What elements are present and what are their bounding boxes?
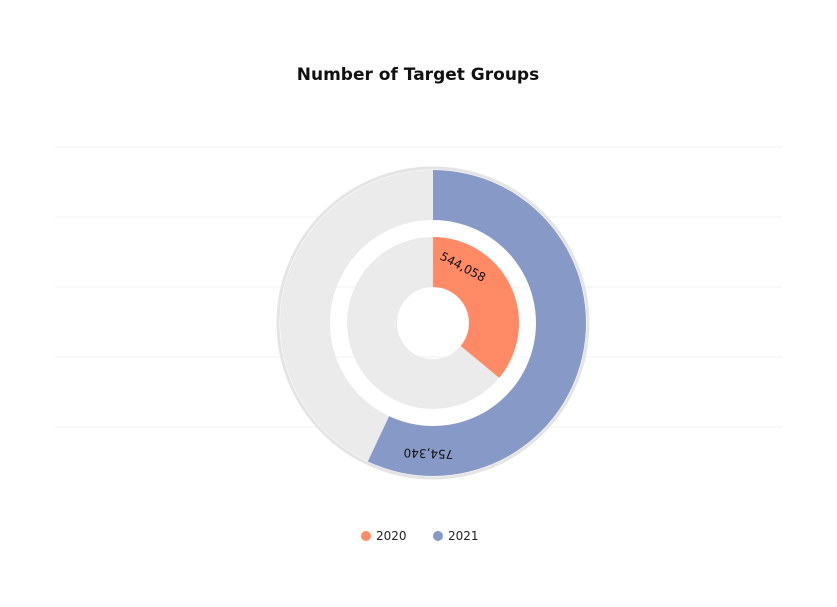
chart-title: Number of Target Groups <box>297 65 539 85</box>
legend-marker-2020 <box>361 531 371 541</box>
rings <box>276 166 590 480</box>
legend: 2020 2021 <box>361 529 479 543</box>
data-label-2021: 754,340 <box>403 446 453 462</box>
legend-marker-2021 <box>433 531 443 541</box>
legend-label-2021: 2021 <box>448 529 479 543</box>
legend-label-2020: 2020 <box>376 529 407 543</box>
outer-ring-border <box>276 166 590 480</box>
ring-arc-2021 <box>367 170 586 477</box>
ring-arc-2020 <box>433 237 519 378</box>
